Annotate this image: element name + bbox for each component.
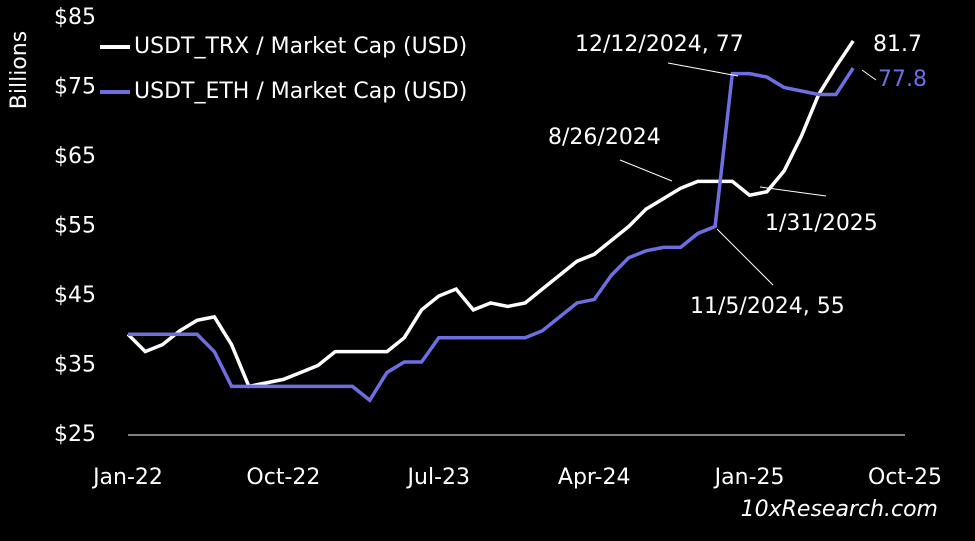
y-axis-label: Billions bbox=[7, 31, 32, 109]
x-tick-label: Apr-24 bbox=[558, 465, 631, 490]
annotation: 1/31/2025 bbox=[765, 211, 878, 236]
annotation: 12/12/2024, 77 bbox=[575, 32, 744, 57]
annotation-leader bbox=[619, 159, 673, 182]
annotation-leader bbox=[667, 62, 739, 77]
annotation-leader bbox=[759, 186, 827, 197]
annotation: 77.8 bbox=[878, 67, 927, 92]
y-tick-label: $55 bbox=[54, 214, 96, 239]
source: 10xResearch.com bbox=[741, 497, 938, 522]
x-tick-label: Jan-25 bbox=[713, 465, 785, 490]
annotation: 11/5/2024, 55 bbox=[690, 294, 845, 319]
y-tick-label: $45 bbox=[54, 283, 96, 308]
x-tick-label: Jul-23 bbox=[406, 465, 470, 490]
legend-label: USDT_ETH / Market Cap (USD) bbox=[134, 79, 467, 104]
annotation: 8/26/2024 bbox=[548, 125, 661, 150]
legend-label: USDT_TRX / Market Cap (USD) bbox=[134, 34, 467, 59]
annotation-leader bbox=[861, 69, 877, 81]
x-tick-label: Jan-22 bbox=[91, 465, 163, 490]
y-tick-label: $75 bbox=[54, 75, 96, 100]
x-tick-label: Oct-22 bbox=[246, 465, 320, 490]
annotation: 81.7 bbox=[873, 32, 922, 57]
series-line bbox=[128, 67, 855, 403]
annotation-leader bbox=[716, 228, 774, 286]
y-tick-label: $35 bbox=[54, 353, 96, 378]
y-tick-label: $65 bbox=[54, 144, 96, 169]
x-tick-label: Oct-25 bbox=[868, 465, 942, 490]
y-tick-label: $85 bbox=[54, 5, 96, 30]
y-tick-label: $25 bbox=[54, 422, 96, 447]
